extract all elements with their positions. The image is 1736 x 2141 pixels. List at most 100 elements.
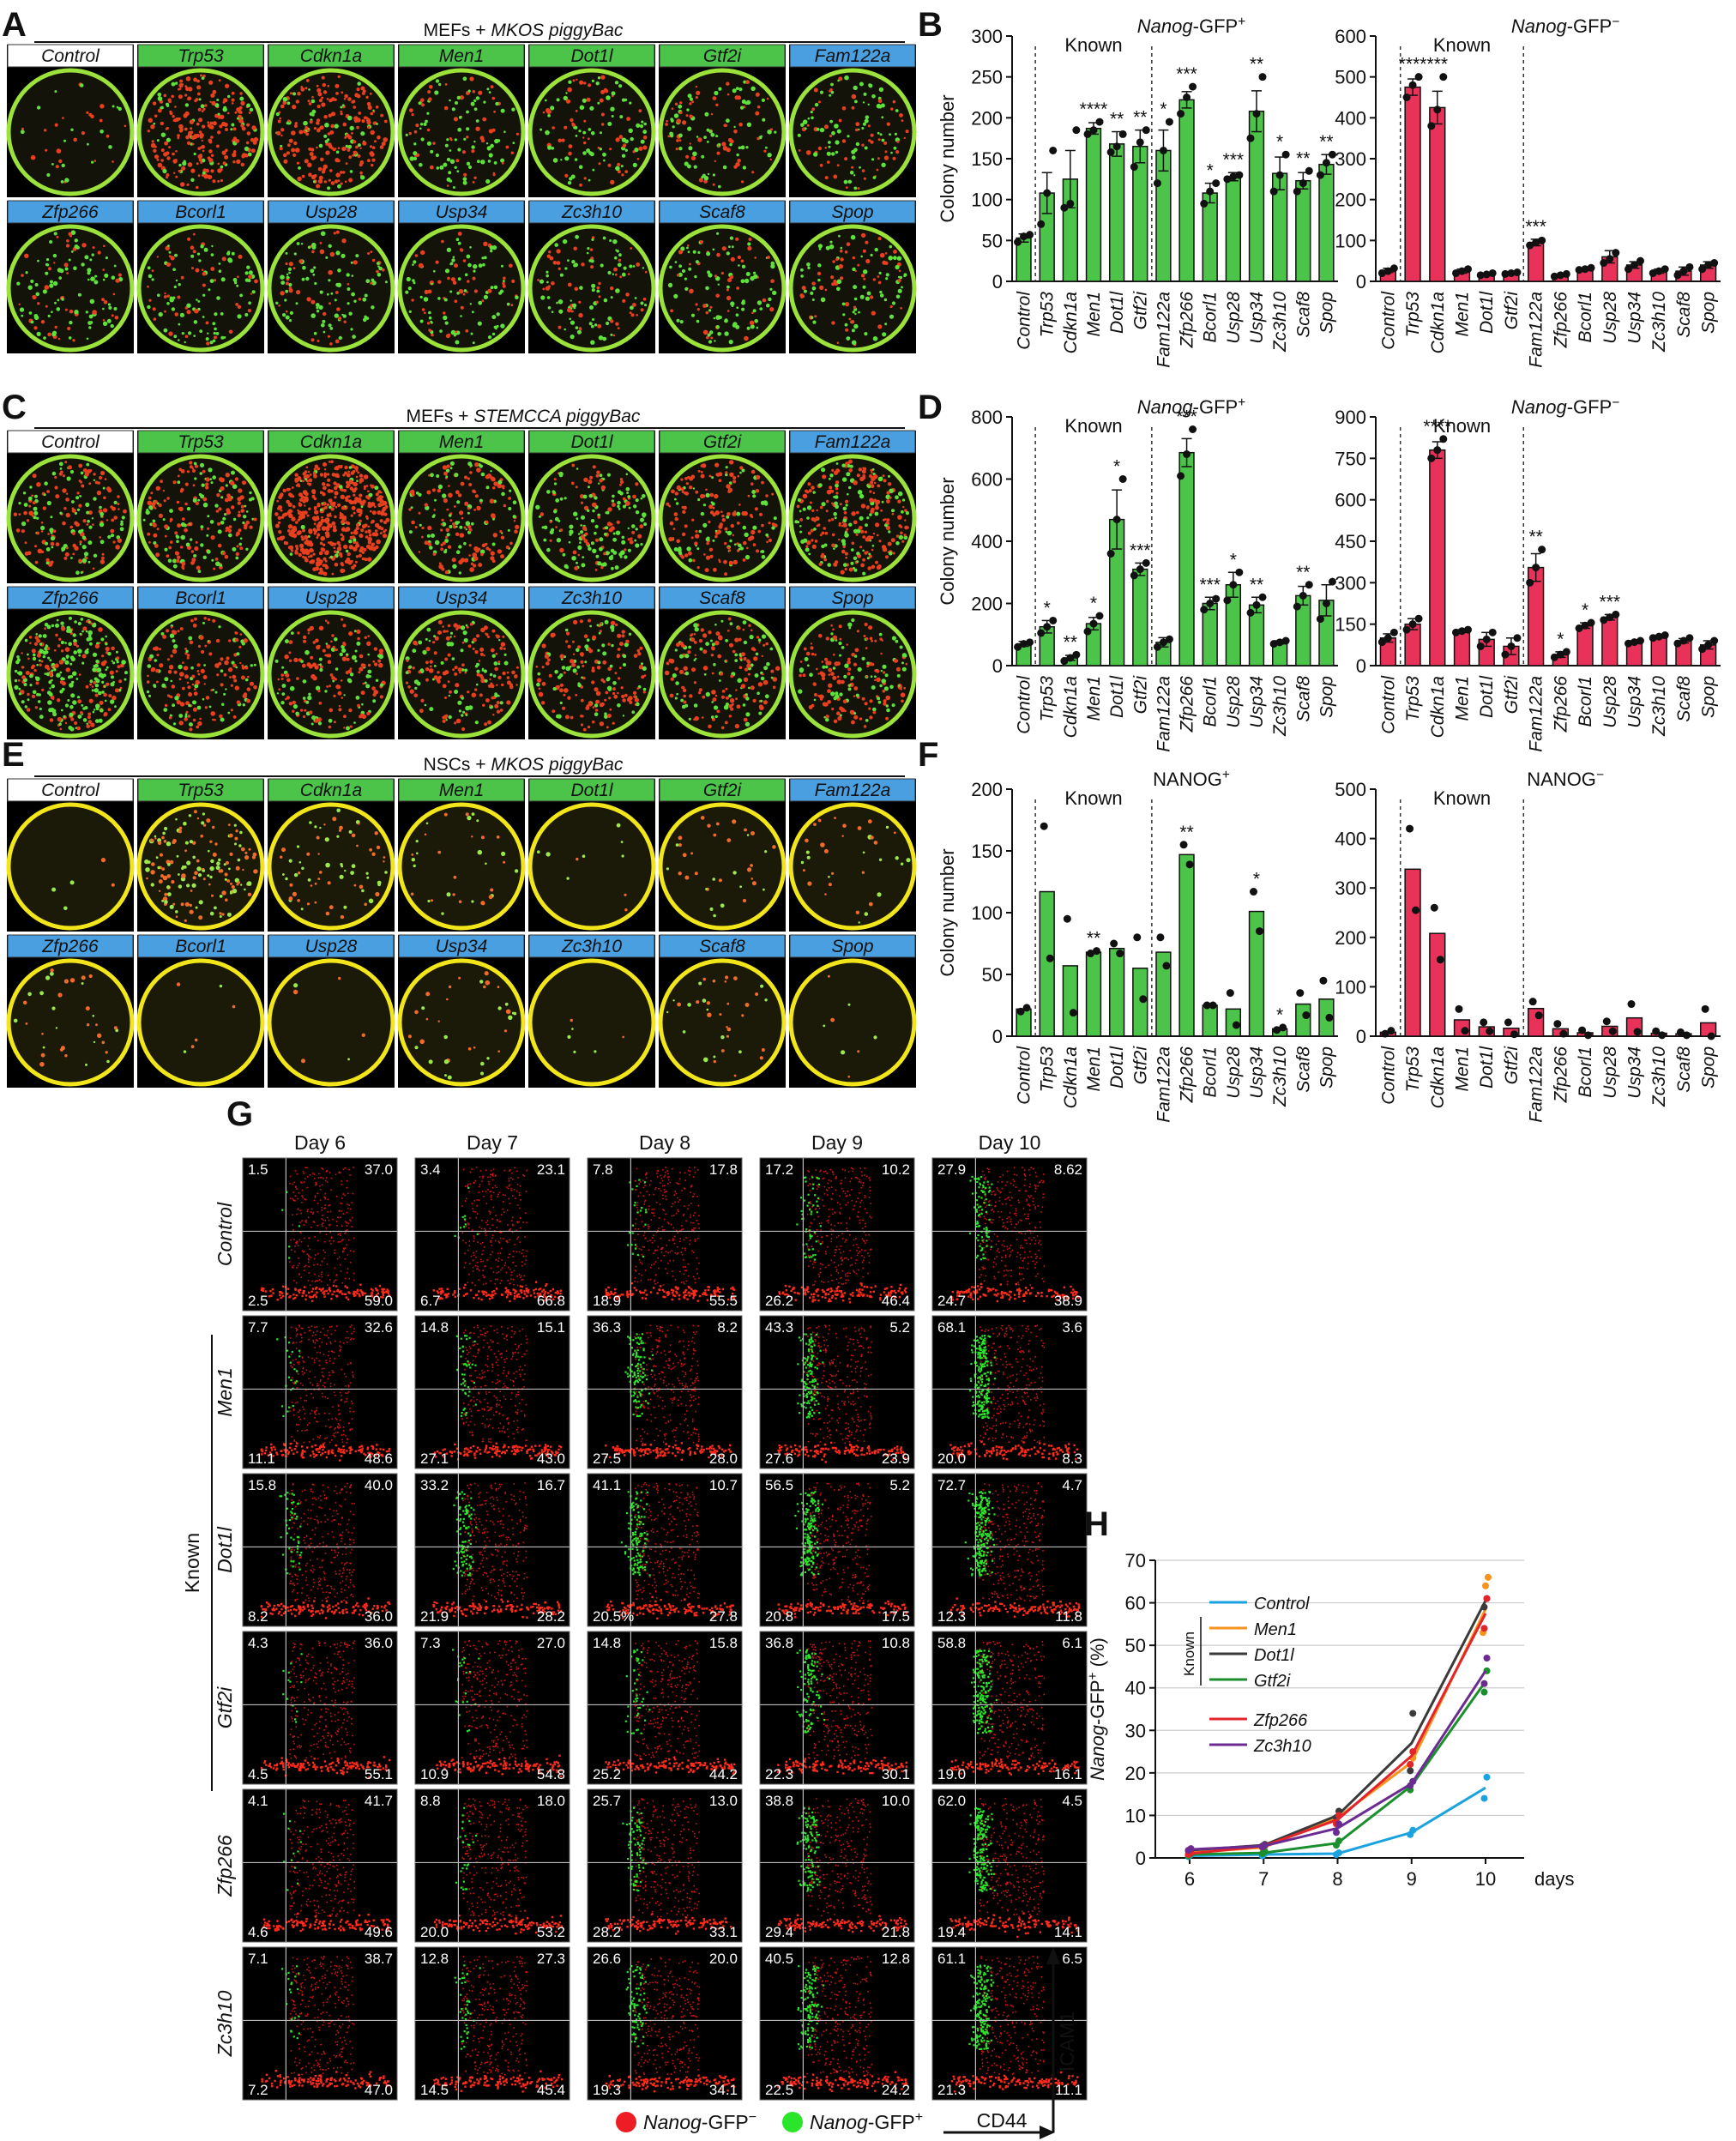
colony-dot [814, 102, 819, 107]
colony-dot [590, 256, 594, 261]
colony-dot [295, 302, 298, 305]
colony-dot [590, 541, 594, 546]
colony-dot [602, 651, 607, 656]
colony-dot [98, 718, 103, 723]
well-label-box [659, 200, 786, 224]
colony-dot [644, 270, 648, 274]
colony-dot [610, 296, 613, 299]
colony-dot [199, 329, 203, 333]
colony-dot [592, 706, 595, 709]
colony-dot [296, 677, 299, 680]
colony-dot [368, 492, 373, 498]
colony-dot [612, 532, 616, 535]
colony-dot [723, 559, 727, 564]
colony-dot [879, 133, 883, 136]
colony-dot [355, 696, 360, 700]
colony-dot [431, 333, 434, 337]
colony-dot [686, 108, 690, 112]
colony-dot [73, 642, 77, 646]
colony-dot [361, 703, 364, 706]
colony-dot [295, 484, 298, 487]
colony-dot [87, 712, 92, 716]
colony-dot [468, 528, 473, 533]
colony-dot [288, 651, 292, 654]
colony-dot [553, 478, 557, 481]
colony-dot [715, 135, 719, 138]
colony-dot [17, 671, 21, 675]
colony-dot [474, 721, 478, 724]
colony-dot [155, 485, 160, 491]
colony-dot [696, 547, 700, 551]
colony-dot [178, 87, 180, 91]
colony-dot [367, 490, 370, 492]
colony-dot [609, 148, 612, 151]
colony-dot [62, 678, 65, 681]
colony-dot [418, 101, 422, 106]
colony-dot [342, 642, 347, 647]
colony-dot [91, 689, 94, 692]
colony-dot [446, 177, 451, 182]
colony-dot [461, 714, 464, 717]
colony-dot [458, 571, 461, 575]
colony-dot [642, 687, 647, 691]
colony-dot [549, 520, 552, 523]
colony-dot [455, 550, 461, 554]
colony-dot [235, 534, 238, 537]
colony-dot [220, 335, 225, 340]
colony-dot [447, 653, 451, 657]
colony-dot [189, 461, 193, 465]
colony-dot [367, 545, 371, 548]
colony-dot [752, 309, 756, 313]
colony-dot [497, 139, 501, 142]
colony-dot [355, 254, 359, 258]
colony-dot [234, 685, 239, 691]
colony-dot [99, 522, 105, 528]
colony-dot [503, 653, 507, 656]
colony-dot [690, 536, 694, 540]
colony-dot [154, 659, 158, 662]
colony-dot [326, 98, 329, 100]
colony-dot [444, 321, 449, 325]
colony-dot [347, 470, 350, 473]
colony-dot [64, 647, 70, 652]
colony-dot [210, 535, 215, 540]
colony-dot [342, 122, 347, 127]
colony-dot [150, 668, 154, 672]
colony-dot [33, 642, 39, 646]
colony-dot [167, 558, 172, 564]
colony-dot [51, 709, 57, 714]
colony-dot [208, 158, 214, 163]
colony-dot [322, 543, 326, 546]
colony-dot [209, 121, 214, 125]
colony-dot [328, 498, 332, 503]
colony-dot [543, 538, 547, 542]
colony-dot [838, 522, 841, 526]
colony-dot [580, 515, 586, 520]
colony-dot [588, 546, 592, 552]
colony-dot [346, 495, 349, 498]
colony-dot [562, 238, 568, 244]
colony-dot [348, 631, 353, 636]
colony-dot [299, 512, 305, 517]
colony-dot [190, 168, 196, 173]
colony-dot [166, 262, 172, 267]
colony-dot [44, 672, 47, 675]
colony-dot [350, 261, 353, 264]
colony-dot [358, 112, 362, 115]
colony-dot [120, 522, 124, 526]
colony-dot [314, 718, 319, 723]
colony-dot [473, 107, 478, 112]
colony-dot [286, 121, 290, 125]
colony-dot [81, 661, 85, 665]
colony-dot [114, 705, 117, 709]
colony-dot [715, 315, 720, 320]
colony-dot [881, 545, 887, 550]
colony-dot [744, 335, 749, 341]
colony-dot [251, 290, 256, 294]
colony-dot [347, 115, 353, 121]
colony-dot [473, 176, 477, 179]
colony-dot [437, 630, 442, 635]
colony-dot [485, 542, 488, 546]
colony-dot [52, 666, 55, 669]
colony-dot [576, 467, 579, 470]
